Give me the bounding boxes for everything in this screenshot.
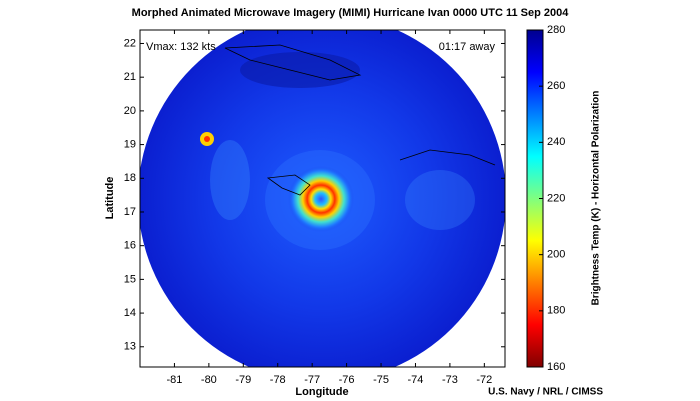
colorbar-tick-label: 200	[547, 249, 565, 261]
y-tick-label: 21	[124, 71, 136, 83]
y-tick-label: 18	[124, 172, 136, 184]
plot-frame	[139, 29, 506, 368]
y-tick-label: 20	[124, 105, 136, 117]
colorbar-label: Brightness Temp (K) - Horizontal Polariz…	[591, 91, 602, 306]
y-axis-label: Latitude	[104, 177, 116, 220]
x-tick-label: -81	[166, 374, 182, 386]
colorbar-tick-label: 240	[547, 136, 565, 148]
x-tick-label: -78	[270, 374, 286, 386]
y-tick-label: 14	[124, 307, 136, 319]
y-tick-label: 22	[124, 37, 136, 49]
imagery	[140, 30, 505, 367]
x-tick-label: -80	[201, 374, 217, 386]
colorbar-tick-label: 220	[547, 192, 565, 204]
chart-title: Morphed Animated Microwave Imagery (MIMI…	[132, 7, 570, 19]
x-tick-label: -74	[408, 374, 424, 386]
colorbar-tick-label: 280	[547, 24, 565, 36]
colorbar-tick-label: 160	[547, 361, 565, 373]
colorbar-tick-label: 180	[547, 305, 565, 317]
y-tick-label: 19	[124, 138, 136, 150]
x-tick-label: -72	[476, 374, 492, 386]
x-tick-label: -73	[442, 374, 458, 386]
credit: U.S. Navy / NRL / CIMSS	[488, 387, 603, 398]
x-axis-label: Longitude	[295, 386, 348, 398]
x-tick-label: -75	[373, 374, 389, 386]
annotation: Vmax: 132 kts	[146, 41, 216, 53]
x-tick-label: -77	[304, 374, 320, 386]
x-tick-label: -76	[339, 374, 355, 386]
y-tick-label: 16	[124, 240, 136, 252]
y-tick-label: 15	[124, 273, 136, 285]
colorbar-tick-label: 260	[547, 80, 565, 92]
x-tick-label: -79	[235, 374, 251, 386]
y-tick-label: 17	[124, 206, 136, 218]
y-tick-label: 13	[124, 341, 136, 353]
annotation: 01:17 away	[439, 41, 496, 53]
